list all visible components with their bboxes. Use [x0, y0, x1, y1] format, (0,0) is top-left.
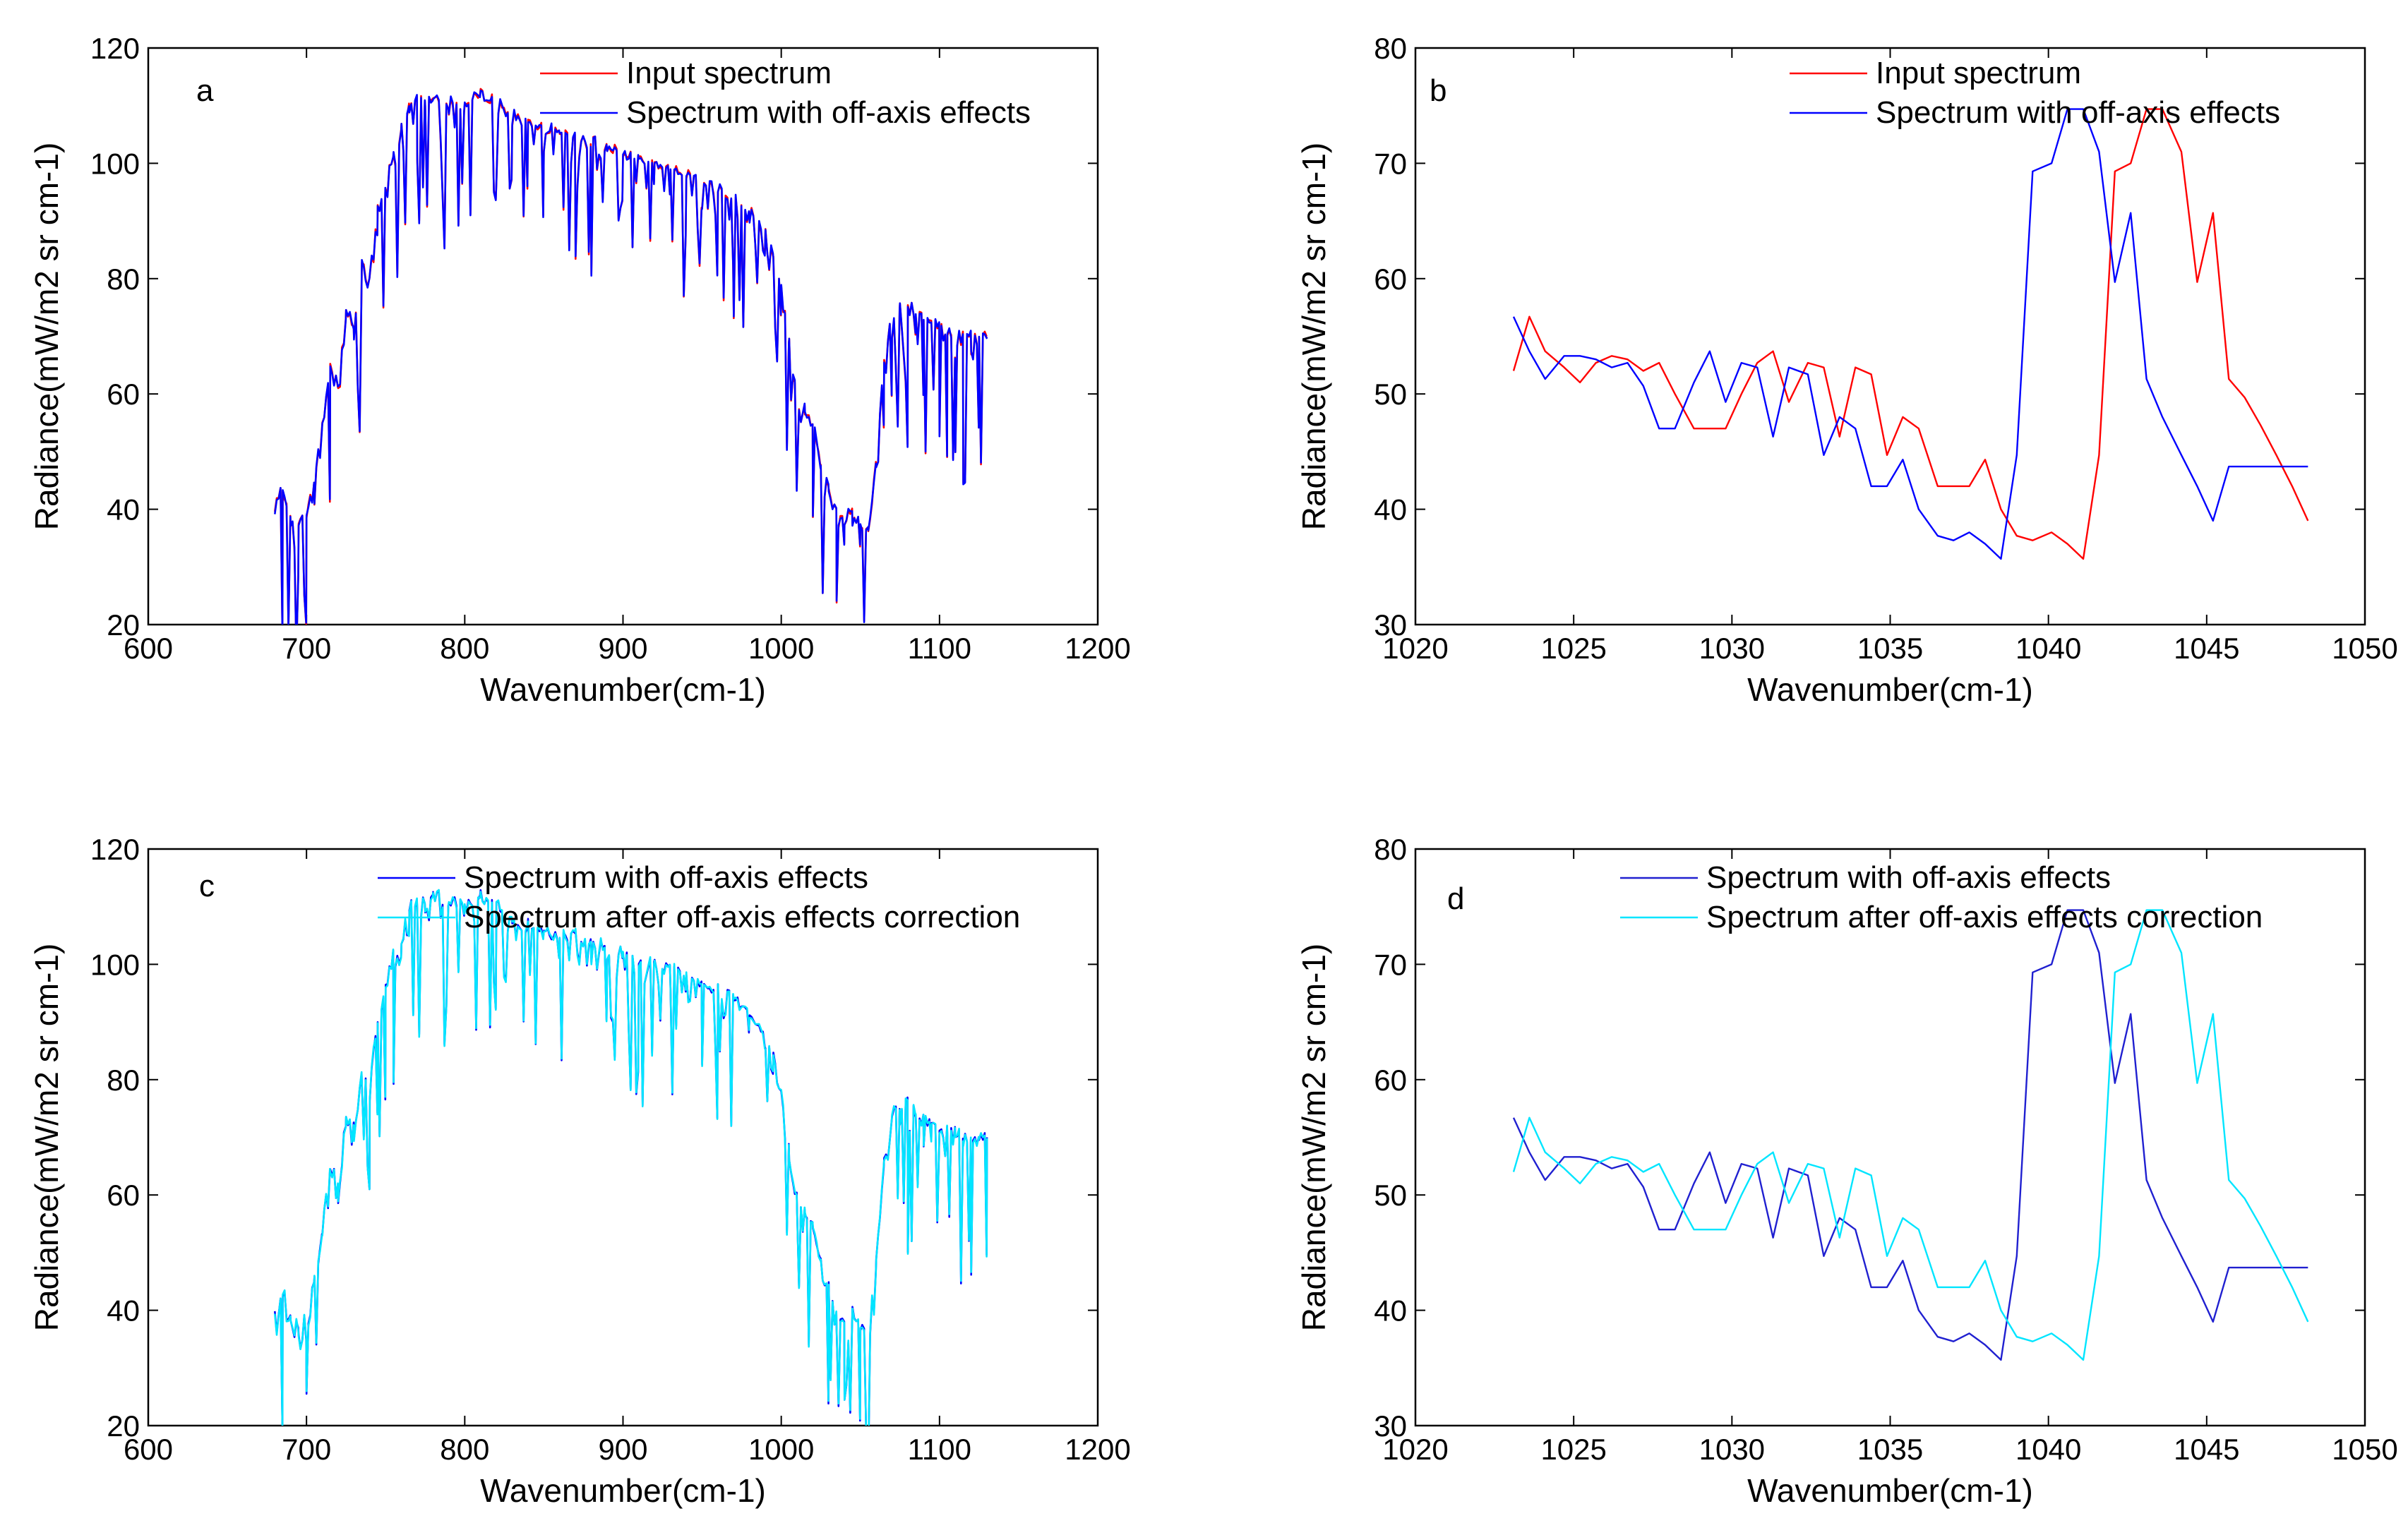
- x-tick-label: 1035: [1857, 1433, 1923, 1466]
- x-tick-label: 1200: [1065, 632, 1130, 665]
- chart-panel-b: 1020 1025 1030 1035 1040 1045 1050 30 40 50 60 70 80…: [1295, 32, 2398, 708]
- y-tick-label: 80: [107, 263, 140, 296]
- x-tick-label: 1050: [2332, 1433, 2397, 1466]
- x-axis-label: Wavenumber(cm-1): [480, 1472, 766, 1509]
- y-tick-label: 40: [107, 1294, 140, 1328]
- panel-label: a: [196, 73, 214, 108]
- chart-panel-a: 600 700 800 900 1000 1100 1200 20 40 60 80 100 120 Wa…: [28, 32, 1131, 708]
- x-tick-label: 600: [124, 1433, 173, 1466]
- y-tick-label: 80: [1374, 32, 1407, 65]
- x-tick-label: 1045: [2174, 632, 2239, 665]
- chart-panel-d: 1020 1025 1030 1035 1040 1045 1050 30 40 50 60 70 80…: [1295, 833, 2398, 1509]
- legend-entry: Input spectrum: [1876, 56, 2081, 90]
- series-line-1: [1512, 909, 2308, 1361]
- x-tick-label: 1050: [2332, 632, 2397, 665]
- y-tick-label: 60: [1374, 1064, 1407, 1097]
- y-tick-label: 50: [1374, 378, 1407, 411]
- x-tick-label: 1020: [1382, 1433, 1448, 1466]
- plot-frame: [1414, 848, 2366, 1427]
- x-tick-label: 1035: [1857, 632, 1923, 665]
- x-tick-label: 900: [598, 1433, 647, 1466]
- x-tick-label: 1020: [1382, 632, 1448, 665]
- x-axis-label: Wavenumber(cm-1): [1747, 1472, 2033, 1509]
- x-tick-label: 1100: [908, 1433, 971, 1466]
- legend-entry: Spectrum after off-axis effects correcti…: [464, 900, 1020, 934]
- plot-frame: [1414, 47, 2366, 626]
- x-tick-label: 600: [124, 632, 173, 665]
- y-tick-label: 60: [107, 378, 140, 411]
- x-tick-label: 1040: [2015, 632, 2081, 665]
- legend-entry: Spectrum with off-axis effects: [1876, 95, 2280, 130]
- y-tick-label: 100: [90, 147, 140, 180]
- y-axis-label: Radiance(mW/m2 sr cm-1): [28, 944, 65, 1332]
- y-tick-label: 60: [1374, 263, 1407, 296]
- legend-entry: Spectrum with off-axis effects: [464, 860, 868, 895]
- x-tick-label: 1000: [748, 1433, 814, 1466]
- x-tick-label: 800: [440, 1433, 489, 1466]
- x-tick-label: 1030: [1699, 1433, 1765, 1466]
- series-line-2: [274, 889, 988, 1426]
- y-tick-label: 30: [1374, 1409, 1407, 1443]
- y-tick-label: 70: [1374, 147, 1407, 180]
- panel-label: c: [199, 869, 215, 903]
- y-axis-label: Radiance(mW/m2 sr cm-1): [28, 143, 65, 531]
- y-tick-label: 60: [107, 1179, 140, 1212]
- y-tick-label: 40: [1374, 1294, 1407, 1328]
- x-tick-label: 1045: [2174, 1433, 2239, 1466]
- y-tick-label: 40: [1374, 493, 1407, 526]
- x-tick-label: 1025: [1540, 1433, 1606, 1466]
- y-axis-label: Radiance(mW/m2 sr cm-1): [1295, 143, 1332, 531]
- legend-entry: Input spectrum: [626, 56, 832, 90]
- y-axis-label: Radiance(mW/m2 sr cm-1): [1295, 944, 1332, 1332]
- legend-entry: Spectrum after off-axis effects correcti…: [1706, 900, 2263, 934]
- series-line-1: [1512, 108, 2309, 560]
- x-tick-label: 700: [282, 632, 331, 665]
- x-axis-label: Wavenumber(cm-1): [1747, 671, 2033, 708]
- x-tick-label: 1040: [2015, 1433, 2081, 1466]
- series-line-2: [1512, 909, 2309, 1361]
- y-tick-label: 100: [90, 948, 140, 981]
- y-tick-label: 120: [90, 32, 140, 65]
- x-tick-label: 1200: [1065, 1433, 1130, 1466]
- x-tick-label: 900: [598, 632, 647, 665]
- y-tick-label: 50: [1374, 1179, 1407, 1212]
- y-tick-label: 30: [1374, 608, 1407, 642]
- x-axis-label: Wavenumber(cm-1): [480, 671, 766, 708]
- x-tick-label: 700: [282, 1433, 331, 1466]
- y-tick-label: 20: [107, 1409, 140, 1443]
- chart-panel-c: 600 700 800 900 1000 1100 1200 20 40 60 80 100 120 Wa…: [28, 833, 1131, 1509]
- x-tick-label: 800: [440, 632, 489, 665]
- x-tick-label: 1025: [1540, 632, 1606, 665]
- panel-label: b: [1430, 73, 1446, 108]
- series-line-1: [274, 889, 988, 1426]
- series-line-2: [1512, 108, 2308, 560]
- panel-label: d: [1447, 881, 1464, 916]
- series-line-2: [274, 90, 988, 625]
- legend-entry: Spectrum with off-axis effects: [626, 95, 1031, 130]
- y-tick-label: 120: [90, 833, 140, 866]
- x-tick-label: 1030: [1699, 632, 1765, 665]
- x-tick-label: 1000: [748, 632, 814, 665]
- y-tick-label: 70: [1374, 948, 1407, 981]
- y-tick-label: 20: [107, 608, 140, 642]
- x-tick-label: 1100: [908, 632, 971, 665]
- y-tick-label: 80: [107, 1064, 140, 1097]
- y-tick-label: 40: [107, 493, 140, 526]
- legend-entry: Spectrum with off-axis effects: [1706, 860, 2111, 895]
- y-tick-label: 80: [1374, 833, 1407, 866]
